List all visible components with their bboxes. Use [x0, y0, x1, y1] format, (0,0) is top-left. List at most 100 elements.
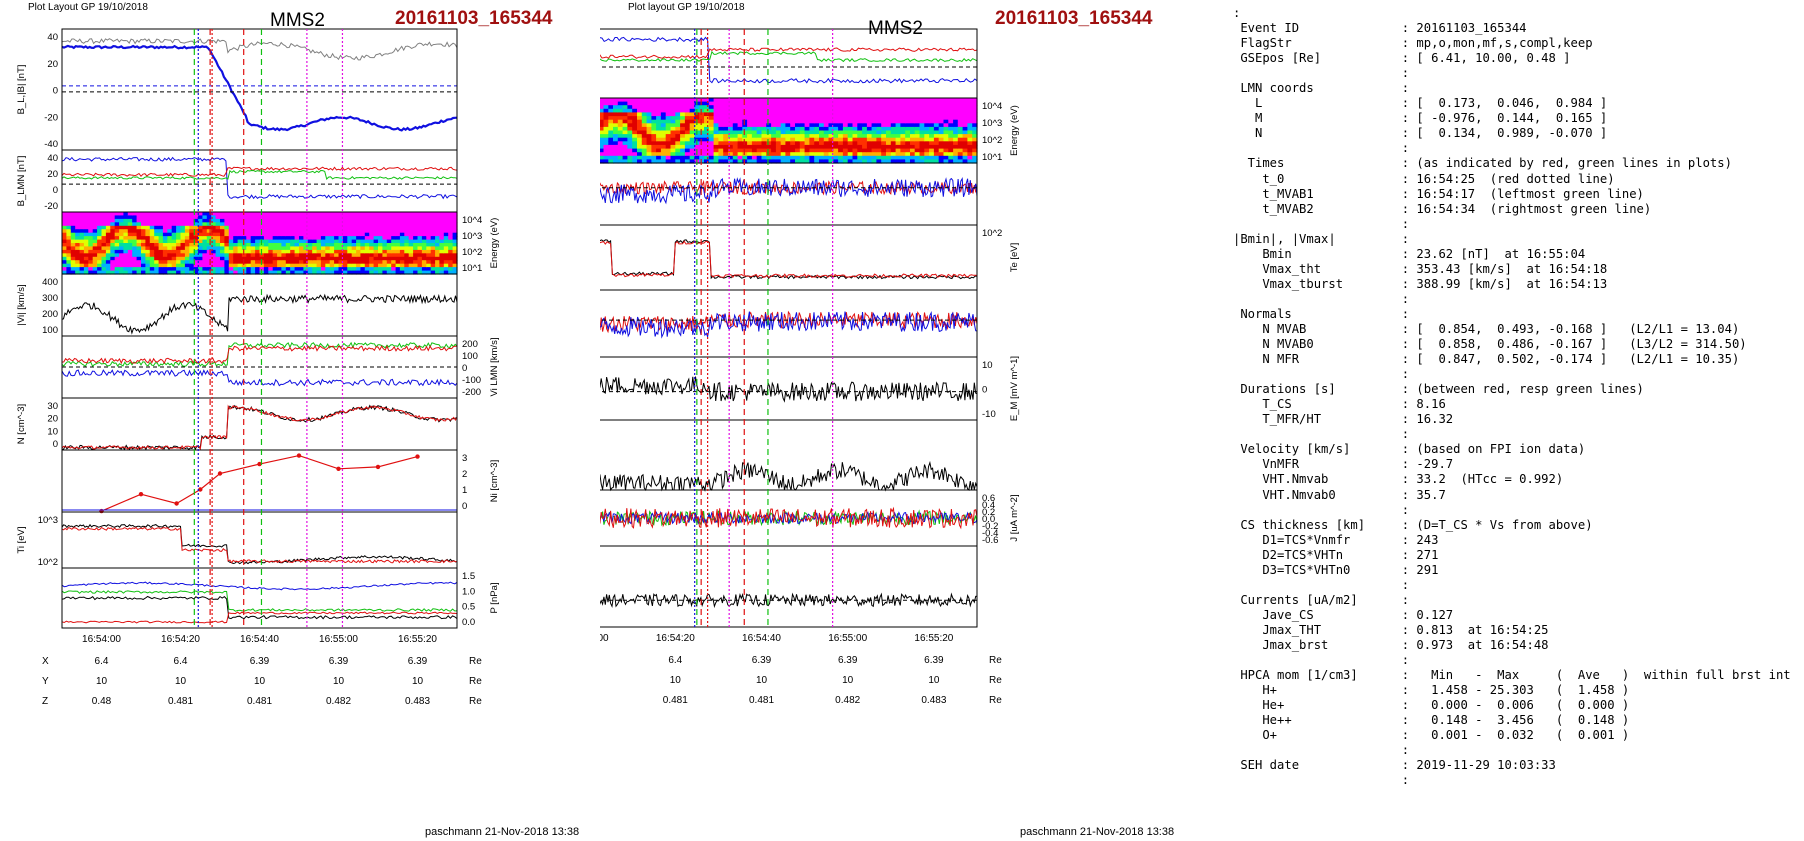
spectrogram-cell [250, 270, 256, 275]
spectrogram-cell [281, 225, 287, 230]
spectrogram-cell [127, 229, 133, 234]
position-value: 0.482 [326, 696, 351, 707]
spectrogram-cell [255, 212, 261, 216]
position-row-label: Z [42, 696, 48, 707]
spectrogram-cell [62, 243, 67, 247]
spectrogram-cell [933, 116, 940, 121]
spectrogram-cell [382, 236, 388, 241]
spectrogram-cell [804, 123, 810, 128]
spectrogram-cell [747, 101, 753, 106]
position-value: 0.481 [749, 695, 774, 706]
spectrogram-cell [378, 263, 383, 268]
info-line: Event ID : 20161103_165344 [1233, 21, 1527, 36]
spectrogram-cell [378, 256, 383, 261]
spectrogram-cell [430, 249, 436, 254]
spectrogram-cell [79, 246, 85, 251]
spectrogram-cell [435, 263, 441, 268]
time-tick-label: 16:55:00 [828, 633, 867, 644]
spectrogram-cell [924, 152, 930, 157]
spectrogram-cell [814, 148, 820, 153]
spectrogram-cell [316, 246, 322, 251]
spectrogram-cell [294, 239, 300, 244]
spectrogram-cell [699, 144, 705, 150]
spectrogram-cell [651, 123, 657, 128]
spectrogram-cell [158, 225, 164, 230]
spectrogram-cell [842, 112, 849, 117]
spectrogram-cell [184, 263, 190, 268]
spectrogram-cell [771, 137, 777, 142]
spectrogram-cell [88, 249, 94, 254]
spectrogram-cell [404, 229, 410, 234]
spectrogram-cell [325, 270, 331, 275]
spectrogram-cell [866, 137, 873, 142]
spectrogram-cell [728, 105, 734, 110]
spectrogram-cell [761, 98, 767, 103]
spectrogram-cell [646, 155, 652, 160]
spectrogram-cell [202, 253, 208, 258]
spectrogram-cell [819, 112, 825, 117]
spectrogram-cell [862, 112, 868, 117]
spectrogram-cell [670, 126, 676, 132]
spectrogram-cell [795, 116, 801, 121]
spectrogram-cell [119, 263, 125, 268]
spectrogram-cell [962, 152, 968, 157]
spectrogram-cell [600, 108, 605, 113]
spectrogram-cell [241, 218, 247, 223]
spectrogram-cell [101, 263, 107, 268]
spectrogram-cell [97, 246, 103, 251]
spectrogram-cell [66, 236, 72, 241]
spectrogram-cell [189, 243, 195, 247]
spectrogram-cell [430, 229, 436, 234]
spectrogram-cell [132, 222, 138, 227]
spectrogram-cell [804, 126, 810, 132]
spectrogram-cell [448, 249, 454, 254]
spectrogram-cell [708, 159, 715, 164]
spectrogram-cell [967, 144, 973, 150]
spectrogram-cell [237, 256, 243, 261]
spectrogram-cell [338, 212, 344, 216]
spectrogram-cell [881, 119, 887, 124]
spectrogram-cell [890, 137, 897, 142]
spectrogram-cell [312, 218, 318, 223]
spectrogram-cell [799, 144, 806, 150]
spectrogram-cell [751, 98, 758, 103]
spectrogram-cell [373, 225, 379, 230]
spectrogram-cell [699, 130, 705, 135]
spectrogram-cell [646, 108, 652, 113]
spectrogram-cell [967, 123, 973, 128]
y-tick-label: 10^4 [982, 101, 1002, 112]
spectrogram-cell [866, 130, 873, 135]
spectrogram-cell [114, 215, 120, 220]
spectrogram-cell [646, 134, 652, 139]
spectrogram-cell [766, 123, 772, 128]
spectrogram-cell [823, 159, 830, 164]
y-tick-label: -200 [462, 387, 481, 398]
spectrogram-cell [351, 256, 357, 261]
spectrogram-cell [320, 249, 326, 254]
spectrogram-cell [448, 243, 454, 247]
spectrogram-cell [929, 141, 935, 146]
spectrogram-cell [847, 155, 854, 160]
spectrogram-cell [224, 229, 230, 234]
spectrogram-cell [141, 260, 146, 265]
spectrogram-cell [171, 256, 177, 261]
spectrogram-cell [675, 134, 681, 139]
spectrogram-cell [198, 232, 204, 237]
spectrogram-cell [325, 263, 331, 268]
spectrogram-cell [617, 152, 624, 157]
spectrogram-cell [684, 159, 691, 164]
spectrogram-cell [62, 253, 67, 258]
panel-frame [61, 149, 458, 213]
spectrogram-cell [198, 215, 204, 220]
spectrogram-cell [814, 105, 820, 110]
spectrogram-cell [866, 152, 873, 157]
y-tick-label: 0.0 [982, 514, 995, 525]
spectrogram-cell [334, 253, 340, 258]
spectrogram-cell [83, 212, 89, 216]
spectrogram-cell [443, 212, 449, 216]
spectrogram-cell [866, 123, 873, 128]
spectrogram-cell [246, 236, 252, 241]
spectrogram-cell [751, 141, 758, 146]
spectrogram-cell [718, 126, 724, 132]
spectrogram-cell [742, 112, 748, 117]
